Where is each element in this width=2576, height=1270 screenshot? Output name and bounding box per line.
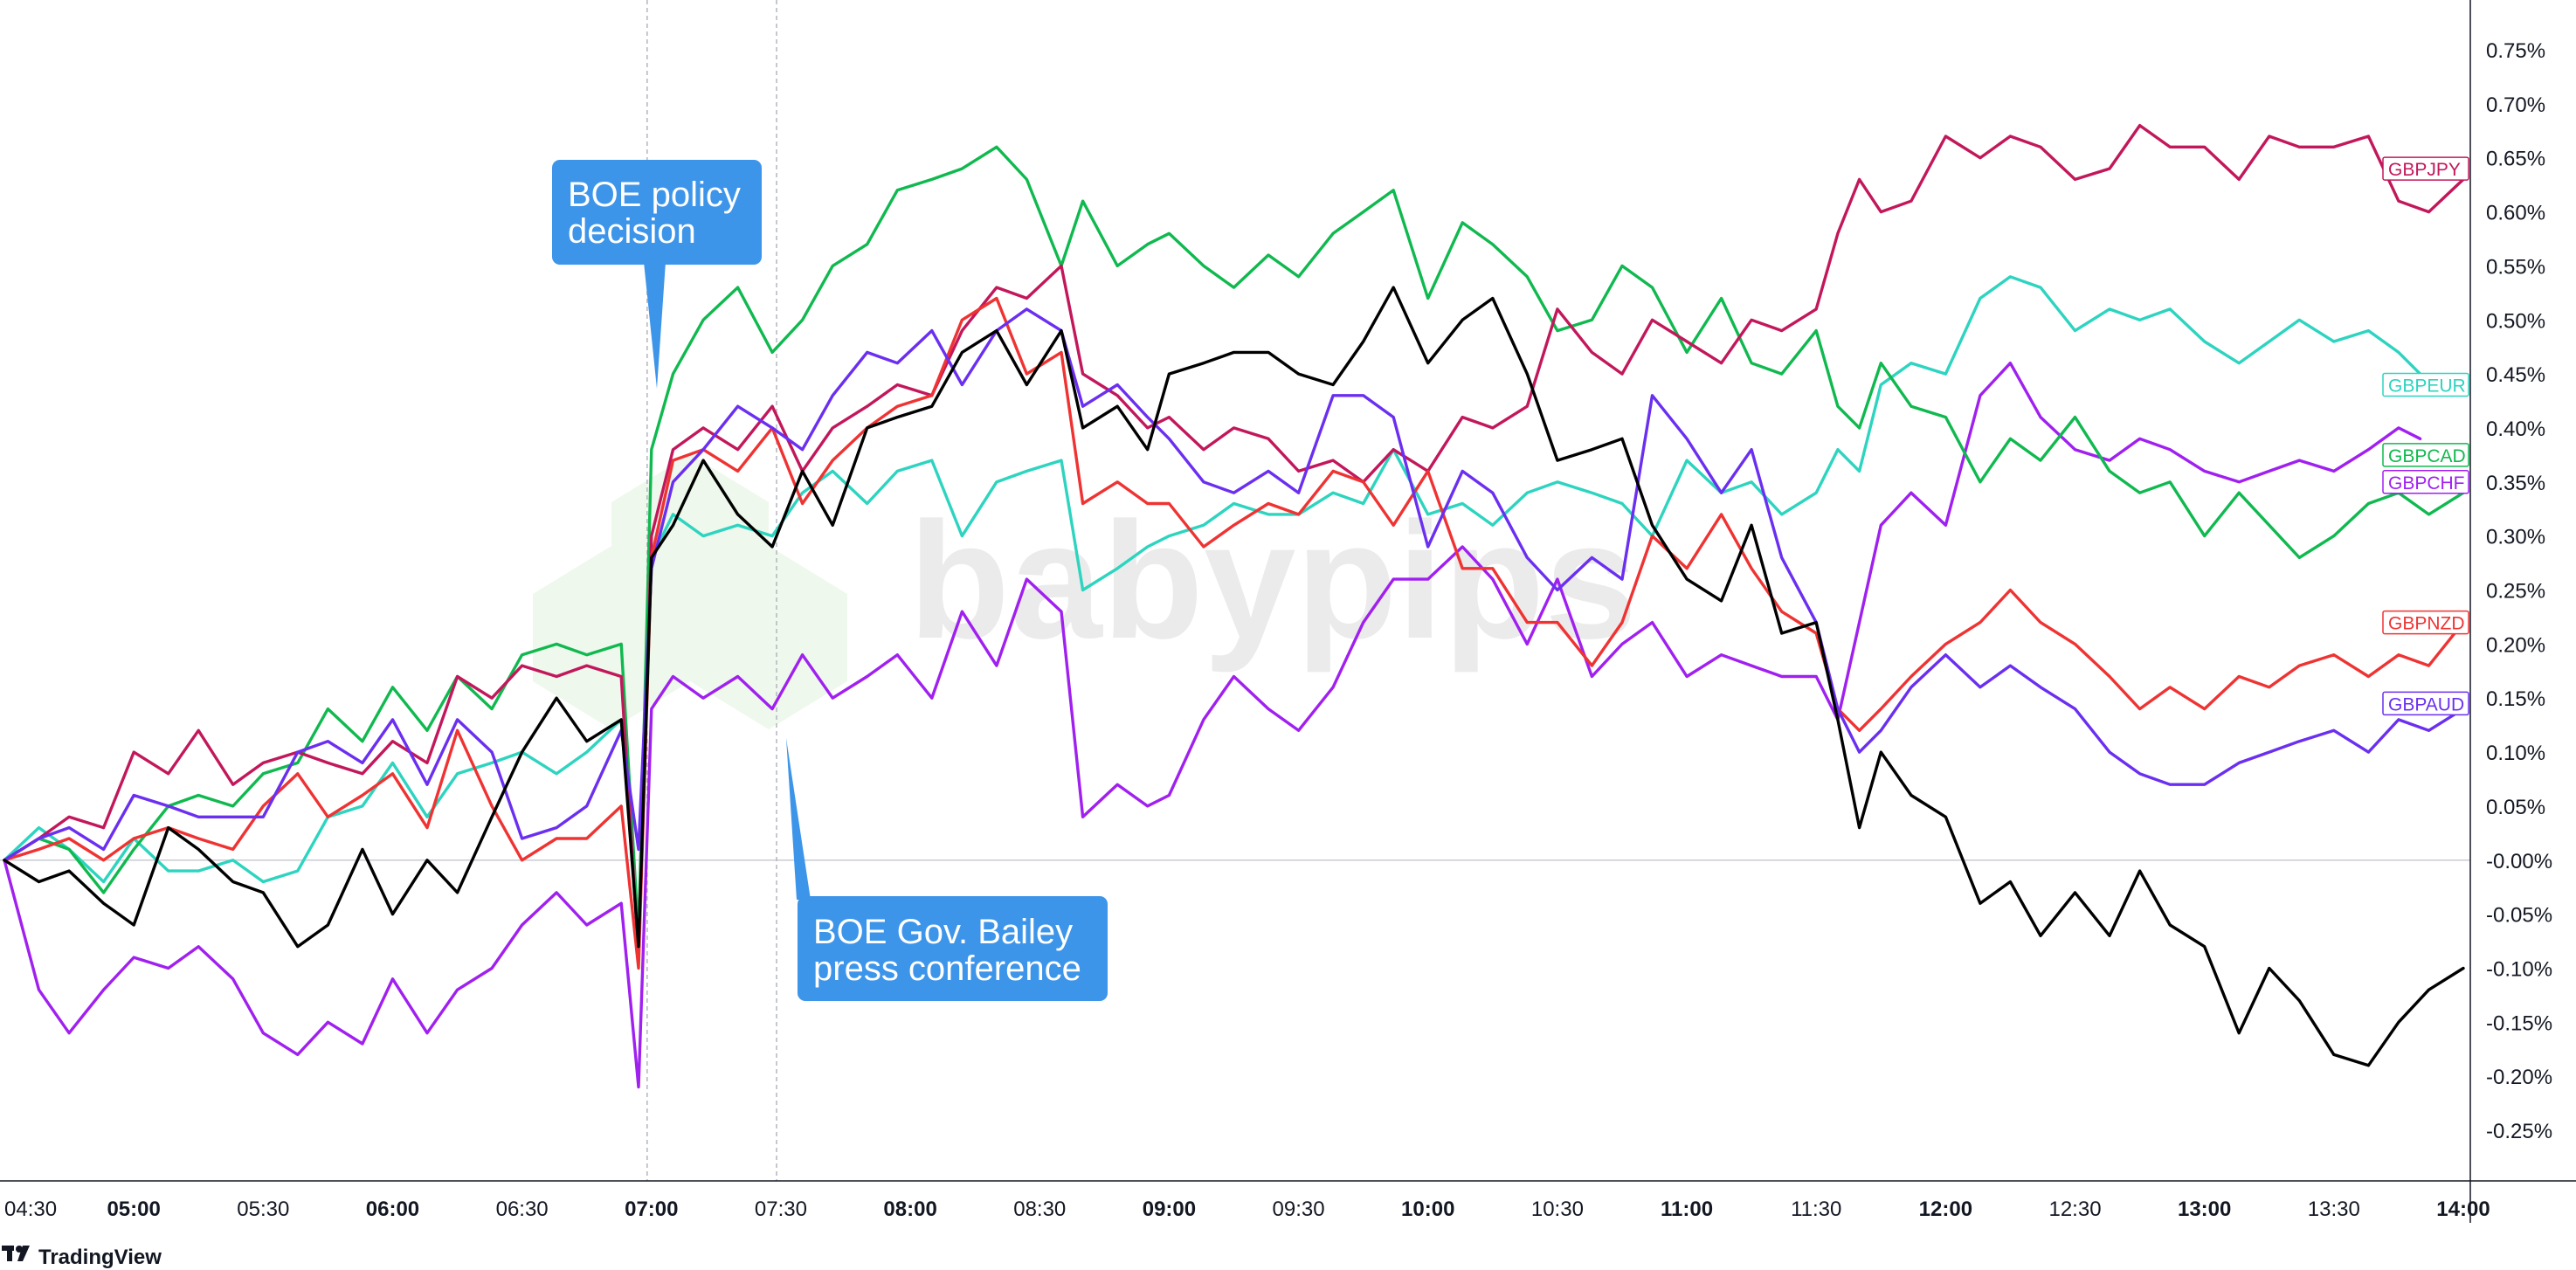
x-tick-label: 07:00 [625,1198,678,1221]
series-line-gbpaud [3,307,2465,862]
watermark: babypips [533,454,1637,729]
x-tick-label: 13:00 [2178,1198,2231,1221]
x-tick-label: 10:00 [1401,1198,1454,1221]
series-tags: GBPJPY GBPEUR GBPCAD GBPCHF GBPNZD GBPAUD [2382,156,2469,716]
x-tick-label: 08:00 [883,1198,936,1221]
y-tick-label: 0.45% [2486,363,2545,387]
y-tick-label: 0.25% [2486,580,2545,604]
x-tick-label: 08:30 [1013,1198,1066,1221]
footer: TradingView [2,1246,162,1269]
series-lines [3,123,2465,1089]
x-tick-label: 05:30 [237,1198,289,1221]
y-tick-label: 0.70% [2486,93,2545,117]
y-tick-label: 0.40% [2486,418,2545,441]
series-tag-gbpjpy: GBPJPY [2388,160,2461,180]
series-line-gbpjpy [3,123,2465,959]
tradingview-logo-icon [2,1246,30,1261]
x-tick-label: 09:00 [1143,1198,1196,1221]
callout-boe-policy-decision: BOE policy decision [552,160,762,389]
x-tick-label: 07:30 [755,1198,807,1221]
y-tick-label: 0.50% [2486,309,2545,333]
x-tick-label: 06:30 [496,1198,549,1221]
footer-text: TradingView [38,1246,162,1269]
series-tag-box-gbpcad [2382,443,2469,467]
series-line-gbpcad [3,145,2465,937]
series-tag-box-gbpeur [2382,372,2469,397]
series-tag-box-gbpnzd [2382,610,2469,635]
callout-line: BOE Gov. Bailey [813,913,1073,951]
y-tick-label: 0.20% [2486,633,2545,657]
y-tick-label: -0.25% [2486,1120,2552,1143]
y-tick-label: 0.10% [2486,742,2545,765]
callout-box [798,896,1108,1001]
callout-line: BOE policy [568,176,741,214]
series-line-gbpnzd [3,296,2465,970]
x-tick-label: 13:30 [2308,1198,2360,1221]
x-tick-label: 06:00 [366,1198,419,1221]
y-tick-label: -0.00% [2486,850,2552,873]
x-tick-label: 10:30 [1531,1198,1584,1221]
series-tag-gbpchf: GBPCHF [2388,473,2465,494]
series-line-gbpusd [3,286,2465,1067]
series-tag-box-gbpaud [2382,691,2469,716]
x-tick-label: 09:30 [1273,1198,1325,1221]
x-tick-label: 11:00 [1661,1198,1713,1221]
axes: 0.75% 0.70% 0.65% 0.60% 0.55% 0.50% 0.45% 0.40%… [0,0,2576,1223]
y-tick-label: 0.60% [2486,202,2545,225]
y-tick-label: 0.05% [2486,796,2545,819]
series-tag-box-gbpjpy [2382,156,2469,181]
x-tick-label: 12:30 [2048,1198,2101,1221]
series-line-gbpeur [3,275,2422,937]
y-tick-label: 0.30% [2486,526,2545,549]
series-tag-box-gbpchf [2382,470,2469,494]
series-line-gbpchf [3,362,2422,1089]
callout-pointer [786,738,811,900]
x-tick-label: 04:30 [4,1198,57,1221]
x-tick-label: 12:00 [1919,1198,1972,1221]
callout-line: press conference [813,949,1081,988]
y-tick-label: 0.65% [2486,148,2545,171]
callout-box [552,160,762,265]
x-tick-label: 11:30 [1791,1198,1841,1221]
callout-pointer [644,262,666,389]
y-tick-label: 0.35% [2486,472,2545,495]
y-tick-label: 0.75% [2486,39,2545,63]
y-tick-label: 0.55% [2486,255,2545,279]
y-tick-label: -0.20% [2486,1066,2552,1089]
callout-boe-press-conference: BOE Gov. Bailey press conference [786,738,1108,1001]
series-tag-gbpeur: GBPEUR [2388,376,2466,396]
y-tick-label: -0.10% [2486,957,2552,981]
y-tick-label: -0.15% [2486,1011,2552,1035]
callout-line: decision [568,212,696,251]
series-tag-gbpaud: GBPAUD [2388,694,2464,714]
series-tag-gbpcad: GBPCAD [2388,446,2466,466]
y-tick-label: 0.15% [2486,687,2545,711]
watermark-text: babypips [908,488,1637,673]
x-tick-label: 05:00 [107,1198,160,1221]
y-tick-label: -0.05% [2486,904,2552,928]
x-tick-label: 14:00 [2436,1198,2490,1221]
series-tag-gbpnzd: GBPNZD [2388,614,2465,634]
